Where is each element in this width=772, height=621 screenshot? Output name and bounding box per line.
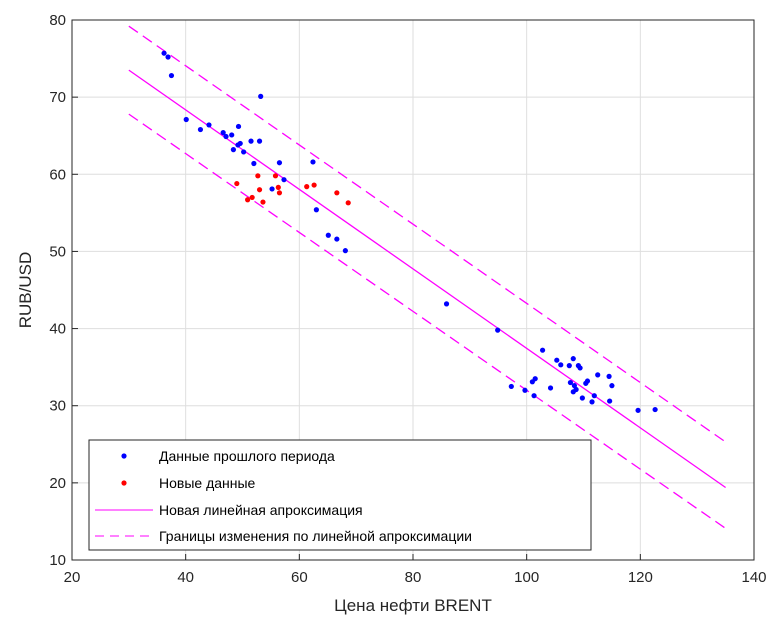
- point-previous: [573, 386, 579, 393]
- x-tick-label: 140: [741, 569, 766, 586]
- point-previous: [269, 186, 275, 192]
- fit-line: [128, 69, 726, 489]
- point-previous: [595, 372, 601, 378]
- x-tick-label: 20: [64, 569, 81, 586]
- point-new: [234, 180, 240, 187]
- point-previous: [567, 379, 574, 386]
- point-new: [304, 184, 310, 190]
- y-tick-label: 60: [49, 166, 66, 183]
- x-tick-label: 120: [628, 569, 653, 586]
- data-layer: [128, 25, 726, 529]
- point-previous: [161, 50, 167, 56]
- point-previous: [248, 138, 254, 144]
- point-previous: [342, 248, 348, 254]
- x-tick-label: 60: [291, 569, 308, 586]
- point-previous: [606, 373, 612, 379]
- point-previous: [235, 123, 242, 130]
- point-new: [345, 200, 351, 206]
- y-tick-label: 70: [49, 89, 66, 106]
- point-previous: [566, 363, 572, 369]
- point-previous: [577, 365, 583, 371]
- point-previous: [281, 177, 287, 183]
- point-previous: [229, 132, 235, 138]
- y-tick-label: 80: [49, 12, 66, 29]
- y-tick-label: 10: [49, 552, 66, 569]
- point-previous: [168, 72, 175, 79]
- point-previous: [197, 126, 204, 133]
- point-previous: [310, 159, 316, 165]
- legend-label-bounds: Границы изменения по линейной апроксимац…: [159, 528, 472, 544]
- point-previous: [591, 393, 597, 399]
- point-previous: [584, 378, 591, 384]
- point-previous: [251, 160, 257, 167]
- point-new: [275, 184, 281, 190]
- y-tick-label: 50: [49, 243, 66, 260]
- point-previous: [652, 406, 658, 413]
- point-previous: [579, 395, 585, 401]
- point-new: [255, 173, 261, 179]
- point-new: [256, 187, 263, 193]
- y-tick-label: 40: [49, 321, 66, 338]
- point-previous: [325, 232, 331, 238]
- point-previous: [313, 207, 319, 213]
- point-new: [260, 199, 266, 205]
- y-axis-label: RUB/USD: [16, 252, 35, 329]
- point-previous: [443, 301, 450, 307]
- point-new: [249, 194, 255, 201]
- x-tick-label: 100: [514, 569, 539, 586]
- point-previous: [241, 149, 247, 155]
- point-previous: [522, 387, 528, 393]
- x-tick-label: 80: [405, 569, 422, 586]
- point-new: [311, 182, 317, 188]
- point-previous: [334, 236, 340, 242]
- point-previous: [206, 122, 212, 128]
- point-new: [334, 190, 340, 196]
- y-tick-label: 30: [49, 398, 66, 415]
- point-previous: [183, 116, 189, 123]
- point-previous: [165, 54, 171, 60]
- point-previous: [508, 383, 514, 390]
- legend: Данные прошлого периода Новые данные Нов…: [88, 439, 592, 551]
- point-previous: [258, 93, 264, 99]
- point-previous: [223, 133, 229, 140]
- point-new: [276, 190, 283, 196]
- x-axis-label: Цена нефти BRENT: [334, 596, 492, 615]
- legend-marker-new: [121, 480, 127, 486]
- legend-marker-previous: [121, 453, 127, 459]
- point-previous: [220, 130, 226, 136]
- point-previous: [495, 327, 501, 333]
- bound-line: [128, 25, 726, 443]
- point-previous: [237, 140, 243, 147]
- point-previous: [230, 147, 237, 153]
- point-previous: [532, 376, 538, 382]
- point-previous: [589, 399, 595, 405]
- grid: [72, 20, 754, 560]
- point-new: [245, 197, 251, 203]
- bound-line: [128, 113, 726, 529]
- point-previous: [531, 393, 537, 399]
- point-previous: [276, 160, 283, 166]
- point-previous: [635, 407, 641, 413]
- point-previous: [607, 398, 613, 404]
- point-previous: [554, 357, 560, 363]
- legend-label-previous: Данные прошлого периода: [159, 448, 335, 464]
- legend-box: [88, 439, 592, 551]
- point-new: [272, 173, 279, 179]
- point-previous: [547, 385, 554, 391]
- point-previous: [609, 383, 615, 389]
- y-tick-label: 20: [49, 475, 66, 492]
- x-tick-label: 40: [177, 569, 194, 586]
- point-previous: [256, 138, 263, 144]
- legend-label-new: Новые данные: [159, 475, 256, 491]
- point-previous: [558, 362, 564, 368]
- point-previous: [570, 356, 576, 362]
- point-previous: [539, 347, 546, 353]
- legend-label-fit: Новая линейная апроксимация: [159, 502, 363, 518]
